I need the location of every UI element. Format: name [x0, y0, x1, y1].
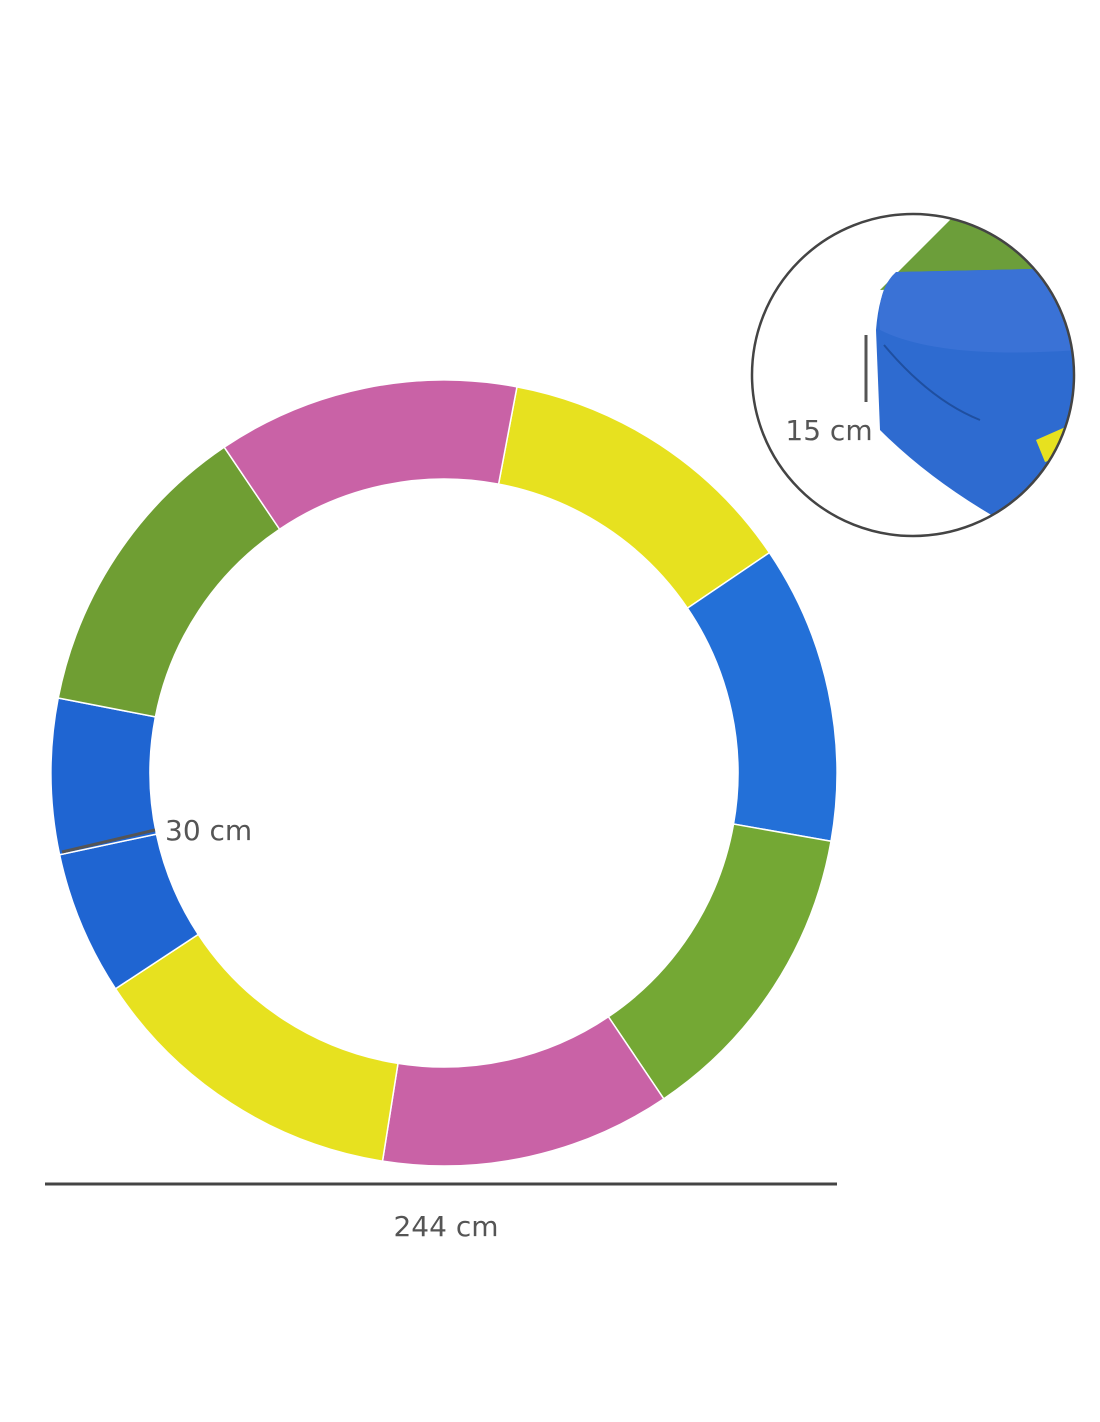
- pad-segment: [686, 551, 838, 843]
- inset-pad-top: [879, 268, 1074, 353]
- pad-segment: [50, 697, 158, 856]
- thickness-label: 15 cm: [785, 414, 872, 447]
- inset-frame: [750, 212, 1076, 538]
- pad-segment: [114, 933, 399, 1163]
- diameter-label: 244 cm: [393, 1210, 498, 1243]
- pad-segment: [381, 1015, 665, 1167]
- inset-detail: [876, 214, 1074, 520]
- ring: [50, 379, 838, 1167]
- pad-segment: [497, 385, 771, 610]
- inset-seam: [883, 344, 981, 421]
- pad-segment: [223, 379, 518, 531]
- pad-segment: [57, 446, 281, 718]
- pad-segment: [607, 823, 832, 1100]
- width-marker: [61, 828, 156, 854]
- width-label: 30 cm: [165, 814, 252, 847]
